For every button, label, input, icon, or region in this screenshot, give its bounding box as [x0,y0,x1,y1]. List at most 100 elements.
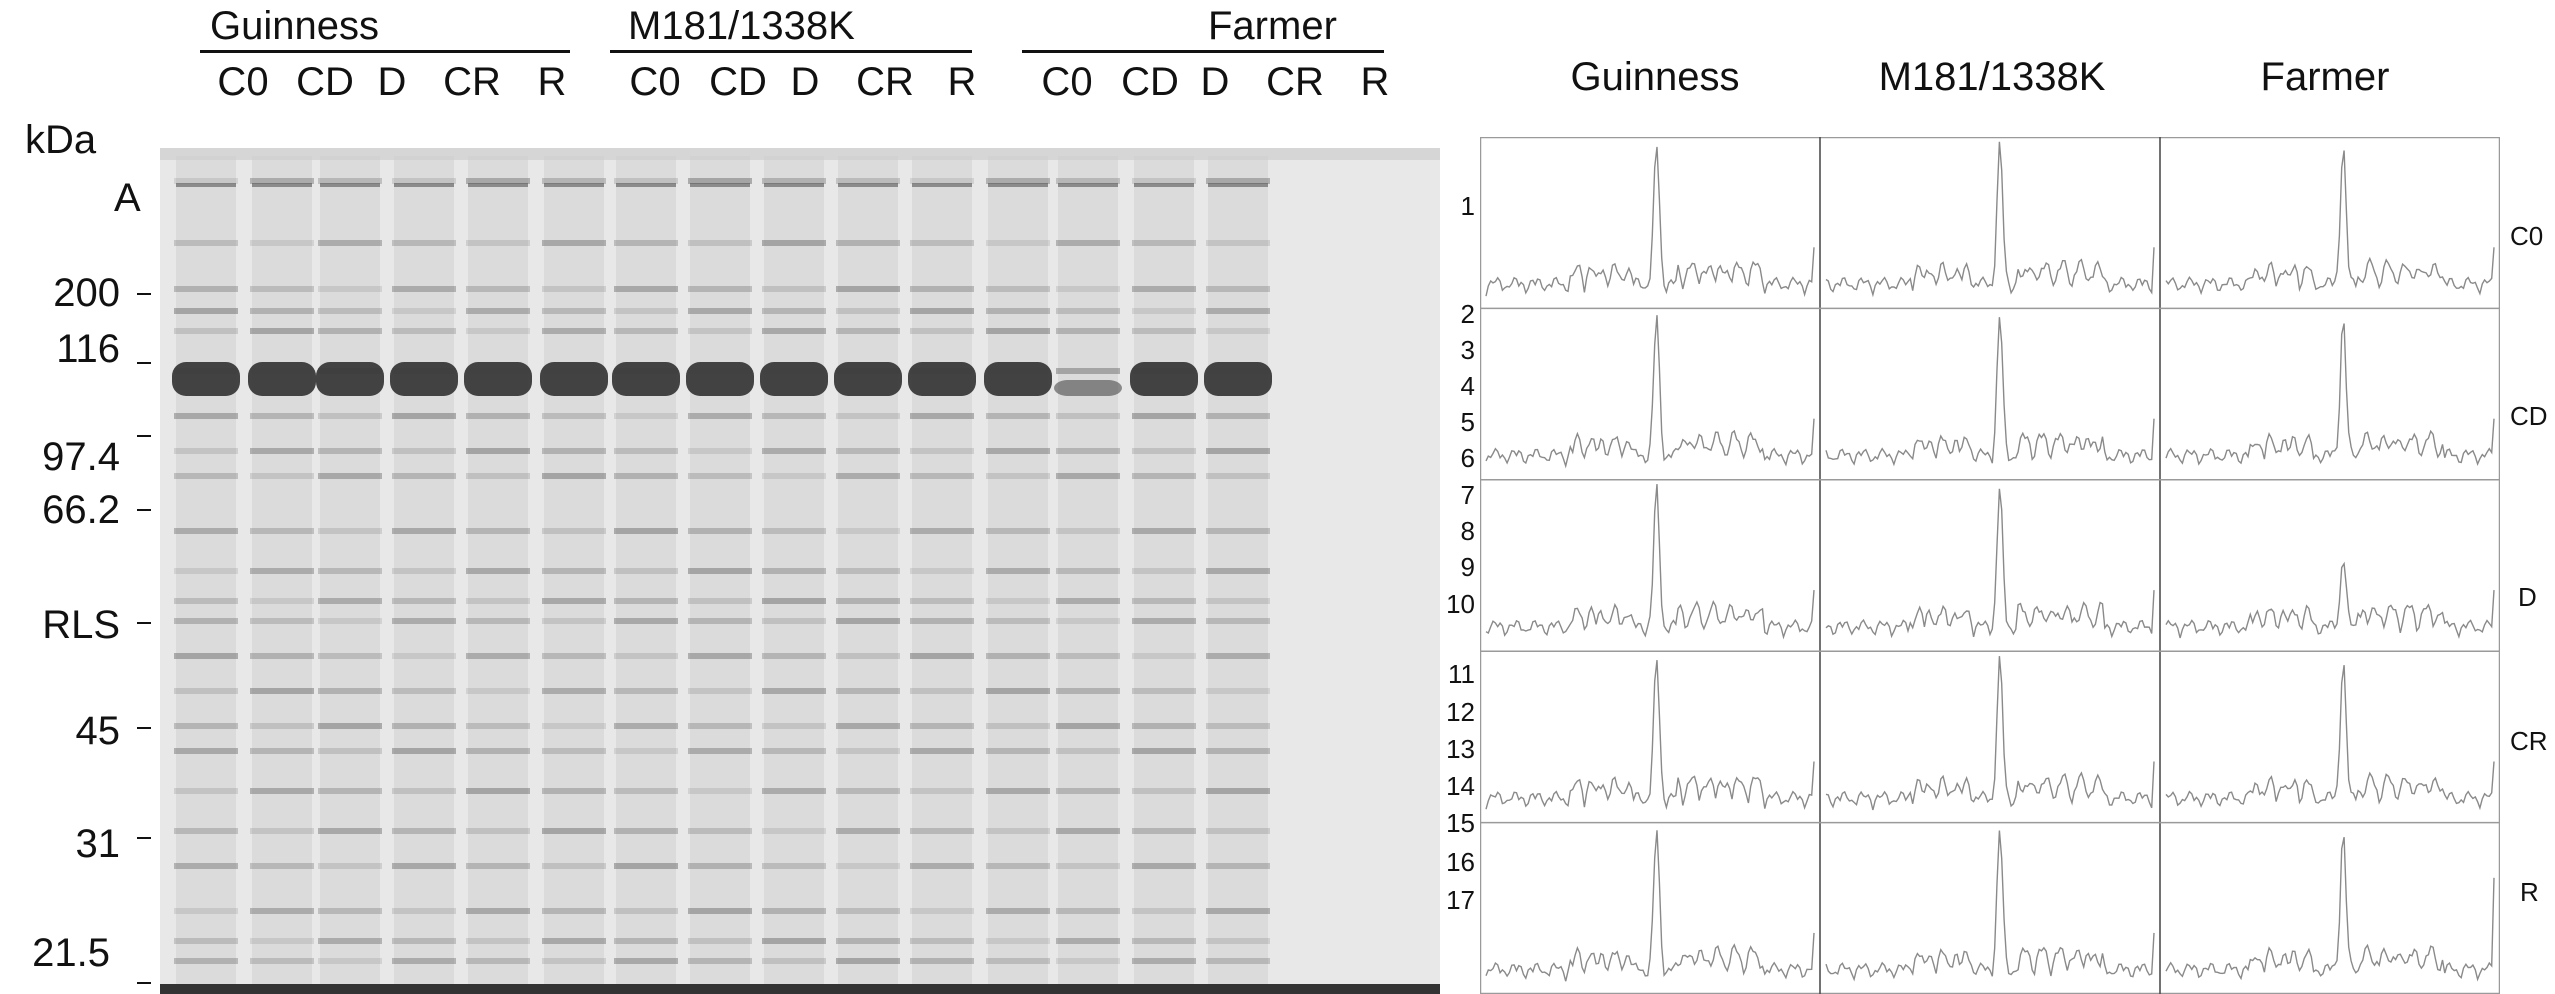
marker-tick [137,509,151,511]
minor-band [318,863,382,869]
spot-number: 9 [1460,552,1475,582]
minor-band [688,473,752,479]
minor-band [1206,598,1270,604]
band-200 [616,183,676,187]
minor-band [542,828,606,834]
kda-unit-label: kDa [25,118,97,162]
band-200 [544,183,604,187]
densitometry-trace [1825,317,2155,467]
minor-band [1056,653,1120,659]
rls-band [316,362,384,396]
minor-band [1206,328,1270,334]
minor-band [836,448,900,454]
minor-band [542,240,606,246]
minor-band [1206,473,1270,479]
densitometry-trace [1485,660,1815,811]
minor-band [542,938,606,944]
lane-smear [912,156,972,992]
spot-number: 15 [1446,808,1475,838]
group-title-farmer: Farmer [1208,4,1337,48]
minor-band [466,958,530,964]
spot-number: 17 [1446,885,1475,915]
minor-band [910,178,974,184]
minor-band [986,448,1050,454]
minor-band [762,938,826,944]
minor-band [1132,598,1196,604]
column-title-m181: M181/1338K [1878,55,2106,99]
lane-smear [544,156,604,992]
minor-band [1132,908,1196,914]
rls-band [1130,362,1198,396]
spot-number: 1 [1460,191,1475,221]
minor-band [1206,723,1270,729]
minor-band [174,448,238,454]
minor-band [836,598,900,604]
gel-lane [612,156,680,992]
lane-label: CD [1121,60,1179,104]
minor-band [836,958,900,964]
minor-band [986,828,1050,834]
rls-band [760,362,828,396]
minor-band [392,788,456,794]
minor-band [542,618,606,624]
gel-lane [1204,156,1272,992]
band-200 [468,183,528,187]
minor-band [762,863,826,869]
minor-band [986,748,1050,754]
densitometry-trace [1825,656,2155,811]
spot-number: 4 [1460,371,1475,401]
minor-band [466,748,530,754]
lane-smear [838,156,898,992]
marker-tick [137,837,151,839]
minor-band [318,178,382,184]
spot-number: 12 [1446,697,1475,727]
gel-lane [1054,156,1122,992]
minor-band [836,618,900,624]
minor-band [836,938,900,944]
minor-band [1206,308,1270,314]
minor-band [1132,473,1196,479]
spot-number: 2 [1460,299,1475,329]
lane-label: CD [709,60,767,104]
lane-smear [1058,156,1118,992]
lane-label: C0 [1041,60,1093,104]
minor-band [762,748,826,754]
minor-band [836,473,900,479]
minor-band [466,528,530,534]
marker-label-31: 31 [75,822,121,866]
gel-lane [760,156,828,992]
minor-band [688,688,752,694]
minor-band [466,240,530,246]
minor-band [174,828,238,834]
minor-band [614,788,678,794]
minor-band [542,688,606,694]
lane-smear [252,156,312,992]
marker-label-200: 200 [53,271,120,315]
minor-band [762,473,826,479]
minor-band [614,723,678,729]
lane-label: CD [296,60,354,104]
minor-band [910,568,974,574]
minor-band [318,473,382,479]
minor-band [614,653,678,659]
minor-band [250,618,314,624]
minor-band [910,328,974,334]
gel-lane [390,156,458,992]
minor-band [174,653,238,659]
minor-band [762,618,826,624]
minor-band [392,413,456,419]
minor-band [1132,828,1196,834]
lane-smear [468,156,528,992]
gel-lane [540,156,608,992]
gel-lane [834,156,902,992]
minor-band [1132,178,1196,184]
minor-band [688,178,752,184]
minor-band [250,863,314,869]
minor-band [614,178,678,184]
minor-band [250,308,314,314]
minor-band [542,958,606,964]
densitometry-trace [2165,836,2495,982]
minor-band [392,328,456,334]
densitometry-trace [2165,665,2495,811]
minor-band [836,788,900,794]
